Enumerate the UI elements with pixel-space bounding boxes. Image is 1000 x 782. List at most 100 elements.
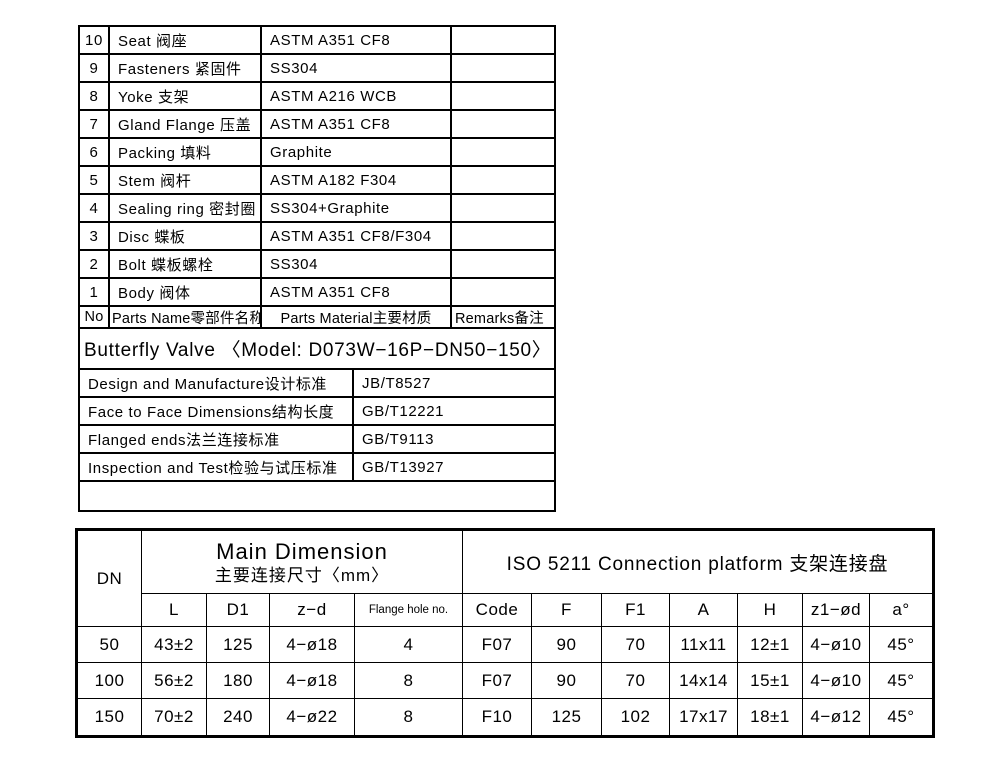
standard-row: Design and Manufacture设计标准 JB/T8527 (80, 370, 554, 398)
part-name-cell: Sealing ring 密封圈 (110, 195, 262, 221)
part-remarks-cell (452, 279, 554, 305)
part-remarks-cell (452, 111, 554, 137)
dim-cell-flange-hole: 4 (355, 627, 463, 663)
main-dimension-header-cell: Main Dimension 主要连接尺寸〈mm〉 (142, 531, 463, 594)
col-header-code: Code (463, 594, 532, 627)
part-remarks-cell (452, 83, 554, 109)
standard-label-cell: Face to Face Dimensions结构长度 (80, 398, 354, 424)
col-header-f1: F1 (602, 594, 670, 627)
parts-row: 6 Packing 填料 Graphite (80, 139, 554, 167)
part-remarks-cell (452, 195, 554, 221)
parts-header-name: Parts Name零部件名称 (110, 307, 262, 327)
part-material-cell: ASTM A351 CF8 (262, 279, 452, 305)
dim-cell-dn: 50 (78, 627, 142, 663)
dim-cell-l: 56±2 (142, 663, 207, 699)
part-no-cell: 5 (80, 167, 110, 193)
col-header-z1od: z1−ød (803, 594, 870, 627)
parts-row: 3 Disc 蝶板 ASTM A351 CF8/F304 (80, 223, 554, 251)
parts-row: 9 Fasteners 紧固件 SS304 (80, 55, 554, 83)
part-remarks-cell (452, 55, 554, 81)
part-material-cell: SS304 (262, 55, 452, 81)
part-material-cell: SS304 (262, 251, 452, 277)
standard-value-cell: JB/T8527 (362, 374, 432, 392)
part-material-cell: ASTM A182 F304 (262, 167, 452, 193)
part-remarks-cell (452, 139, 554, 165)
part-remarks-cell (452, 167, 554, 193)
dim-cell-flange-hole: 8 (355, 699, 463, 735)
parts-row: 5 Stem 阀杆 ASTM A182 F304 (80, 167, 554, 195)
part-name-cell: Packing 填料 (110, 139, 262, 165)
part-no-cell: 7 (80, 111, 110, 137)
part-name-cell: Fasteners 紧固件 (110, 55, 262, 81)
col-header-l: L (142, 594, 207, 627)
col-header-h: H (738, 594, 803, 627)
dim-cell-a: 17x17 (670, 699, 738, 735)
col-header-f: F (532, 594, 602, 627)
part-name-cell: Yoke 支架 (110, 83, 262, 109)
part-no-cell: 2 (80, 251, 110, 277)
standard-row: Inspection and Test检验与试压标准 GB/T13927 (80, 454, 554, 482)
dim-cell-a: 14x14 (670, 663, 738, 699)
dim-cell-a: 11x11 (670, 627, 738, 663)
dim-cell-f1: 70 (602, 627, 670, 663)
dim-cell-l: 43±2 (142, 627, 207, 663)
dim-cell-zd: 4−ø18 (270, 627, 355, 663)
parts-row: 7 Gland Flange 压盖 ASTM A351 CF8 (80, 111, 554, 139)
part-material-cell: ASTM A351 CF8/F304 (262, 223, 452, 249)
dim-cell-h: 15±1 (738, 663, 803, 699)
dim-cell-f: 90 (532, 663, 602, 699)
standard-value-cell: GB/T12221 (362, 402, 445, 420)
parts-header-no: No (80, 307, 110, 327)
part-no-cell: 9 (80, 55, 110, 81)
dim-cell-code: F07 (463, 627, 532, 663)
dn-header-cell: DN (78, 531, 142, 627)
dim-cell-f1: 70 (602, 663, 670, 699)
dim-cell-z1od: 4−ø10 (803, 663, 870, 699)
parts-row: 2 Bolt 蝶板螺栓 SS304 (80, 251, 554, 279)
dim-cell-angle: 45° (870, 627, 932, 663)
parts-header-row: No Parts Name零部件名称 Parts Material主要材质 Re… (80, 307, 554, 329)
dim-cell-angle: 45° (887, 707, 915, 726)
parts-row: 4 Sealing ring 密封圈 SS304+Graphite (80, 195, 554, 223)
dim-cell-zd: 4−ø22 (270, 699, 355, 735)
parts-row: 1 Body 阀体 ASTM A351 CF8 (80, 279, 554, 307)
empty-row (80, 482, 554, 508)
parts-table: 10 Seat 阀座 ASTM A351 CF8 9 Fasteners 紧固件… (78, 25, 556, 512)
part-name-cell: Bolt 蝶板螺栓 (110, 251, 262, 277)
part-remarks-cell (452, 27, 554, 53)
standard-label-cell: Inspection and Test检验与试压标准 (80, 454, 354, 480)
main-dimension-title-cn: 主要连接尺寸〈mm〉 (214, 566, 390, 586)
dim-cell-h: 18±1 (738, 699, 803, 735)
dim-cell-code: F10 (463, 699, 532, 735)
col-header-d1: D1 (207, 594, 270, 627)
col-header-flange-hole: Flange hole no. (355, 594, 463, 627)
part-material-cell: SS304+Graphite (262, 195, 452, 221)
part-no-cell: 6 (80, 139, 110, 165)
main-dimension-title-en: Main Dimension (216, 538, 388, 564)
part-material-cell: ASTM A216 WCB (262, 83, 452, 109)
standard-label-cell: Flanged ends法兰连接标准 (80, 426, 354, 452)
dim-cell-f: 125 (532, 699, 602, 735)
dim-cell-angle: 45° (870, 663, 932, 699)
dim-cell-flange-hole: 8 (355, 663, 463, 699)
part-no-cell: 10 (80, 27, 110, 53)
dim-cell-d1: 240 (207, 699, 270, 735)
dim-cell-d1: 180 (207, 663, 270, 699)
col-header-angle: a° (870, 594, 932, 627)
part-name-cell: Gland Flange 压盖 (110, 111, 262, 137)
part-name-cell: Body 阀体 (110, 279, 262, 305)
parts-row: 8 Yoke 支架 ASTM A216 WCB (80, 83, 554, 111)
col-header-zd: z−d (270, 594, 355, 627)
dim-cell-l: 70±2 (142, 699, 207, 735)
dim-cell-f1: 102 (602, 699, 670, 735)
dim-cell-dn: 150 (78, 699, 142, 735)
parts-row: 10 Seat 阀座 ASTM A351 CF8 (80, 27, 554, 55)
part-name-cell: Seat 阀座 (110, 27, 262, 53)
standard-value-cell: GB/T13927 (362, 458, 445, 476)
col-header-a: A (670, 594, 738, 627)
dim-cell-z1od: 4−ø10 (803, 627, 870, 663)
dim-cell-code: F07 (463, 663, 532, 699)
parts-header-remarks: Remarks备注 (455, 310, 544, 327)
part-remarks-cell (452, 251, 554, 277)
